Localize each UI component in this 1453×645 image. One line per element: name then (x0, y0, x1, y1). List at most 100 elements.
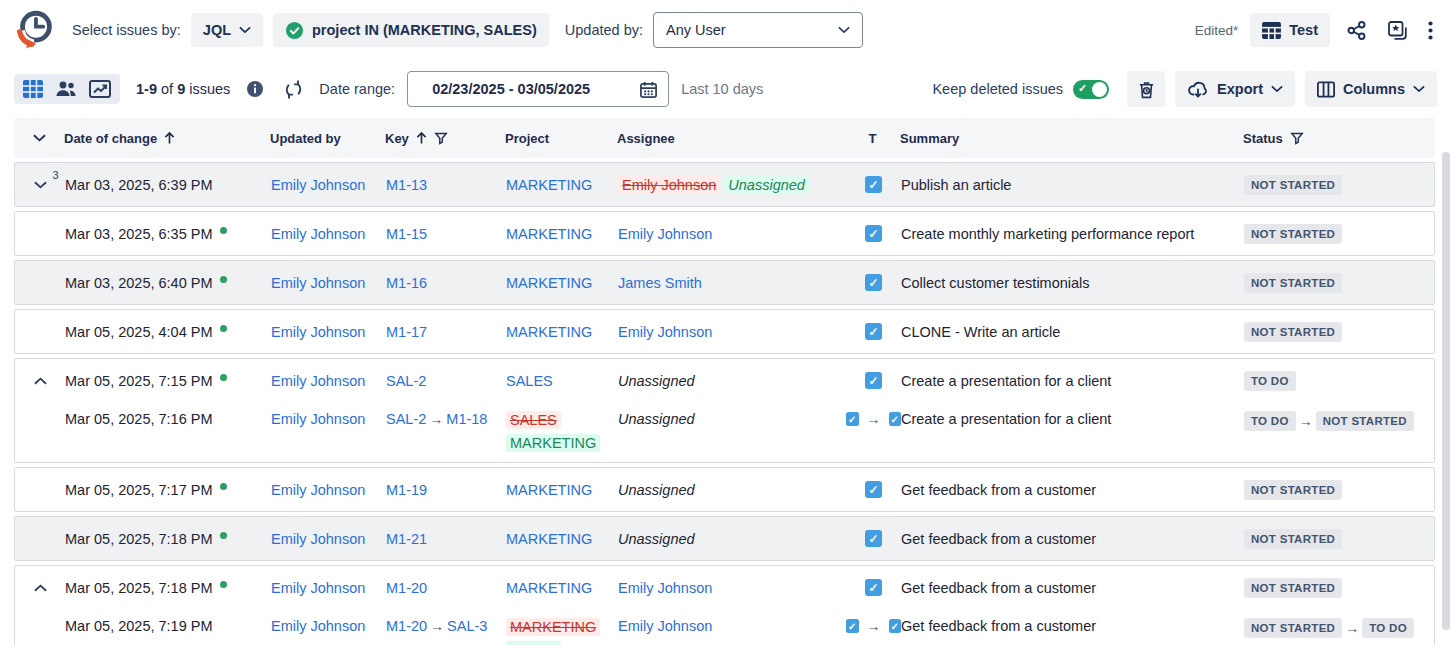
assignee-unassigned: Unassigned (618, 531, 846, 547)
column-header-type[interactable]: T (845, 131, 900, 146)
key-change: M1-20→SAL-3 (386, 616, 506, 634)
updated-by-link[interactable]: Emily Johnson (271, 226, 365, 242)
column-header-status[interactable]: Status (1243, 131, 1435, 146)
check-circle-icon (285, 21, 304, 40)
assignee-link[interactable]: Emily Johnson (618, 618, 712, 634)
share-icon (1346, 20, 1367, 41)
issue-key-link[interactable]: M1-13 (386, 177, 427, 193)
project-link[interactable]: MARKETING (506, 324, 592, 340)
table-row-group[interactable]: Mar 05, 2025, 7:15 PM Emily Johnson SAL-… (14, 358, 1435, 463)
updated-by-link[interactable]: Emily Johnson (271, 618, 365, 634)
date-of-change: Mar 05, 2025, 7:15 PM (65, 373, 271, 389)
summary-text: Get feedback from a customer (901, 616, 1244, 634)
column-header-summary[interactable]: Summary (900, 131, 1243, 146)
project-link[interactable]: MARKETING (506, 177, 592, 193)
more-menu-button[interactable] (1424, 17, 1437, 44)
project-link[interactable]: SALES (506, 373, 553, 389)
edited-indicator: Edited* (1195, 23, 1239, 38)
collapse-row-chevron-icon[interactable] (31, 581, 50, 595)
column-header-project[interactable]: Project (505, 131, 617, 146)
updated-by-link[interactable]: Emily Johnson (271, 275, 365, 291)
summary-text: Collect customer testimonials (901, 275, 1244, 291)
table-row[interactable]: Mar 03, 2025, 6:40 PM Emily Johnson M1-1… (14, 260, 1435, 305)
project-change: SALESMARKETING (506, 411, 618, 452)
chart-view-button[interactable] (89, 80, 111, 98)
project-link[interactable]: MARKETING (506, 531, 592, 547)
change-count-badge: 3 (52, 169, 58, 181)
users-view-button[interactable] (55, 80, 77, 98)
table-row[interactable]: Mar 05, 2025, 4:04 PM Emily Johnson M1-1… (14, 309, 1435, 354)
updated-by-select[interactable]: Any User (653, 12, 863, 48)
project-link[interactable]: MARKETING (506, 482, 592, 498)
jql-query-text: project IN (MARKETING, SALES) (312, 22, 537, 38)
jql-mode-button[interactable]: JQL (191, 13, 263, 47)
export-button[interactable]: Export (1175, 71, 1295, 107)
issue-key-link[interactable]: M1-20 (386, 580, 427, 596)
issue-key-link[interactable]: SAL-2 (386, 373, 426, 389)
type-change: ✓→✓ (846, 616, 901, 634)
issue-key-new-link[interactable]: SAL-3 (447, 618, 487, 634)
updated-by-link[interactable]: Emily Johnson (271, 411, 365, 427)
info-button[interactable] (242, 76, 268, 102)
table-row-group[interactable]: Mar 05, 2025, 7:18 PM Emily Johnson M1-2… (14, 565, 1435, 645)
project-link[interactable]: MARKETING (506, 275, 592, 291)
issue-key-link[interactable]: M1-15 (386, 226, 427, 242)
expand-row-chevron-icon[interactable]: 3 (31, 178, 50, 192)
status-badge: TO DO (1244, 371, 1296, 391)
assignee-link[interactable]: James Smith (618, 275, 702, 291)
vertical-scrollbar[interactable] (1442, 152, 1450, 630)
columns-button[interactable]: Columns (1305, 71, 1437, 107)
info-icon (246, 80, 264, 98)
table-icon (1262, 22, 1281, 39)
issue-key-new-link[interactable]: M1-18 (446, 411, 487, 427)
calendar-icon (639, 80, 658, 99)
grid-view-icon (23, 80, 43, 98)
assignee-link[interactable]: Emily Johnson (618, 580, 712, 596)
assignee-link[interactable]: Emily Johnson (618, 324, 712, 340)
table-row[interactable]: 3 Mar 03, 2025, 6:39 PM Emily Johnson M1… (14, 162, 1435, 207)
issue-key-link[interactable]: M1-17 (386, 324, 427, 340)
project-link[interactable]: MARKETING (506, 580, 592, 596)
updated-by-link[interactable]: Emily Johnson (271, 580, 365, 596)
expand-all-chevron-icon[interactable] (30, 131, 49, 145)
table-row[interactable]: Mar 05, 2025, 7:17 PM Emily Johnson M1-1… (14, 467, 1435, 512)
task-type-icon: ✓ (865, 530, 882, 547)
saved-reports-button[interactable] (1383, 16, 1412, 45)
table-row[interactable]: Mar 05, 2025, 7:18 PM Emily Johnson M1-2… (14, 516, 1435, 561)
task-type-icon: ✓ (865, 481, 882, 498)
date-range-input[interactable]: 02/23/2025 - 03/05/2025 (407, 71, 669, 107)
arrow-right-icon: → (427, 618, 447, 634)
updated-by-link[interactable]: Emily Johnson (271, 531, 365, 547)
chevron-down-icon (838, 26, 850, 34)
status-badge-old: TO DO (1244, 411, 1296, 431)
keep-deleted-toggle[interactable]: ✓ (1073, 80, 1109, 99)
updated-by-link[interactable]: Emily Johnson (271, 324, 365, 340)
sort-ascending-icon[interactable] (416, 131, 427, 145)
issue-key-link[interactable]: M1-19 (386, 482, 427, 498)
summary-text: Get feedback from a customer (901, 531, 1244, 547)
column-header-assignee[interactable]: Assignee (617, 131, 845, 146)
issue-key-link[interactable]: M1-21 (386, 531, 427, 547)
updated-by-link[interactable]: Emily Johnson (271, 482, 365, 498)
report-name-button[interactable]: Test (1250, 13, 1330, 47)
assignee-link[interactable]: Emily Johnson (618, 226, 712, 242)
updated-by-link[interactable]: Emily Johnson (271, 373, 365, 389)
project-link[interactable]: MARKETING (506, 226, 592, 242)
share-button[interactable] (1342, 16, 1371, 45)
column-header-updated-by[interactable]: Updated by (270, 131, 385, 146)
collapse-row-chevron-icon[interactable] (31, 374, 50, 388)
column-header-date[interactable]: Date of change (64, 131, 270, 146)
column-header-key[interactable]: Key (385, 131, 505, 146)
issue-key-old-link[interactable]: M1-20 (386, 618, 427, 634)
issue-key-old-link[interactable]: SAL-2 (386, 411, 426, 427)
filter-funnel-icon[interactable] (434, 131, 448, 145)
table-row[interactable]: Mar 03, 2025, 6:35 PM Emily Johnson M1-1… (14, 211, 1435, 256)
issue-key-link[interactable]: M1-16 (386, 275, 427, 291)
sort-ascending-icon[interactable] (164, 131, 175, 145)
jql-query-chip[interactable]: project IN (MARKETING, SALES) (273, 13, 549, 47)
filter-funnel-icon[interactable] (1290, 131, 1304, 145)
updated-by-link[interactable]: Emily Johnson (271, 177, 365, 193)
refresh-button[interactable] (280, 76, 307, 103)
deleted-issues-trash-button[interactable] (1127, 71, 1165, 107)
grid-view-button[interactable] (23, 80, 43, 98)
